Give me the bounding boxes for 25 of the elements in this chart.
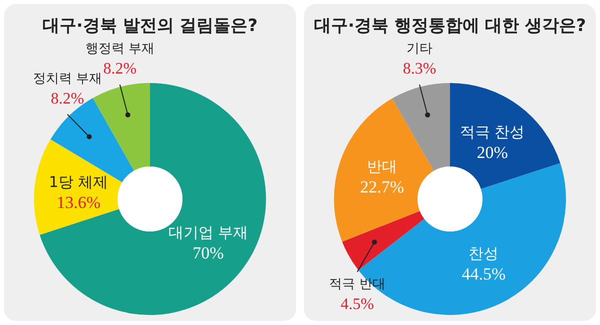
donut-slice	[40, 83, 266, 315]
donut-slice	[34, 139, 122, 235]
slice-label: 반대	[367, 157, 398, 176]
slice-label: 대기업 부재	[168, 223, 248, 242]
data-label: 8.2%	[103, 60, 137, 78]
chart-title: 대구·경북 발전의 걸림돌은?	[42, 16, 258, 36]
data-label: 13.6%	[56, 192, 100, 212]
data-label: 22.7%	[360, 177, 404, 196]
data-label: 44.5%	[462, 264, 506, 284]
chart-title: 대구·경북 행정통합에 대한 생각은?	[314, 16, 586, 36]
slice-label: 찬성	[468, 244, 499, 263]
data-label: 8.2%	[50, 90, 84, 108]
data-label: 4.5%	[340, 296, 374, 313]
data-label: 70%	[192, 243, 224, 262]
slice-label: 1당 체제	[48, 172, 108, 191]
slice-label: 적극 찬성	[460, 122, 525, 141]
data-label: 20%	[476, 142, 508, 162]
donut-slice	[342, 210, 424, 270]
slice-label: 행정력 부재	[85, 42, 154, 57]
data-label: 8.3%	[402, 60, 436, 78]
donut-slice	[92, 83, 150, 171]
slice-label: 정치력 부재	[32, 71, 102, 86]
donut-slice	[450, 83, 560, 189]
donut-slice	[334, 98, 434, 242]
slice-label: 기타	[406, 42, 432, 57]
